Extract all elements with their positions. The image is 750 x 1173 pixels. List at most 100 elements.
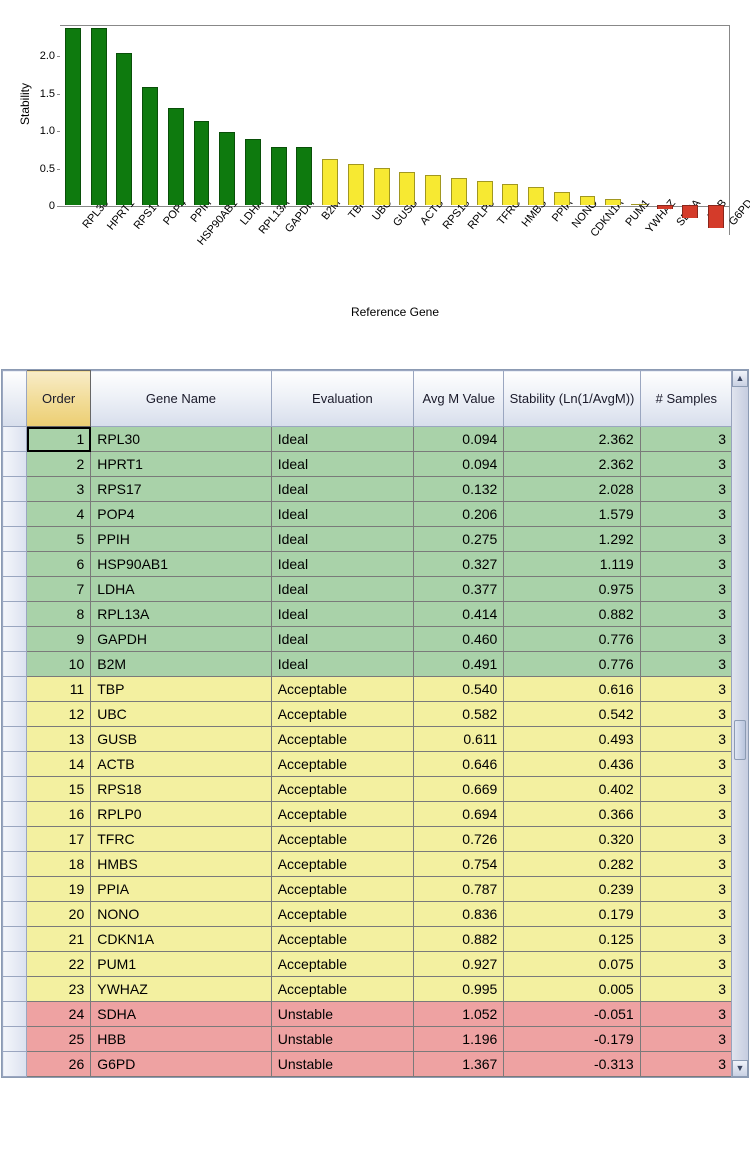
row-header-cell[interactable] bbox=[3, 477, 27, 502]
cell-stability[interactable]: 2.362 bbox=[504, 427, 640, 452]
row-header-cell[interactable] bbox=[3, 1027, 27, 1052]
cell-samples[interactable]: 3 bbox=[640, 527, 732, 552]
cell-avgm[interactable]: 0.377 bbox=[414, 577, 504, 602]
table-row[interactable]: 3RPS17Ideal0.1322.0283 bbox=[3, 477, 733, 502]
cell-eval[interactable]: Ideal bbox=[271, 552, 413, 577]
column-header-samples[interactable]: # Samples bbox=[640, 371, 732, 427]
cell-stability[interactable]: 0.776 bbox=[504, 652, 640, 677]
cell-samples[interactable]: 3 bbox=[640, 1002, 732, 1027]
cell-samples[interactable]: 3 bbox=[640, 627, 732, 652]
cell-order[interactable]: 11 bbox=[27, 677, 91, 702]
row-header-cell[interactable] bbox=[3, 852, 27, 877]
cell-gene[interactable]: G6PD bbox=[91, 1052, 271, 1077]
cell-gene[interactable]: YWHAZ bbox=[91, 977, 271, 1002]
cell-avgm[interactable]: 0.754 bbox=[414, 852, 504, 877]
cell-order[interactable]: 7 bbox=[27, 577, 91, 602]
scrollbar-thumb[interactable] bbox=[734, 720, 746, 760]
cell-gene[interactable]: PPIH bbox=[91, 527, 271, 552]
cell-gene[interactable]: HSP90AB1 bbox=[91, 552, 271, 577]
cell-avgm[interactable]: 0.460 bbox=[414, 627, 504, 652]
row-header-cell[interactable] bbox=[3, 452, 27, 477]
row-header-cell[interactable] bbox=[3, 752, 27, 777]
cell-avgm[interactable]: 0.927 bbox=[414, 952, 504, 977]
cell-samples[interactable]: 3 bbox=[640, 602, 732, 627]
cell-eval[interactable]: Acceptable bbox=[271, 952, 413, 977]
table-row[interactable]: 1RPL30Ideal0.0942.3623 bbox=[3, 427, 733, 452]
cell-avgm[interactable]: 1.052 bbox=[414, 1002, 504, 1027]
table-row[interactable]: 17TFRCAcceptable0.7260.3203 bbox=[3, 827, 733, 852]
table-row[interactable]: 21CDKN1AAcceptable0.8820.1253 bbox=[3, 927, 733, 952]
cell-samples[interactable]: 3 bbox=[640, 777, 732, 802]
cell-stability[interactable]: 2.028 bbox=[504, 477, 640, 502]
cell-gene[interactable]: ACTB bbox=[91, 752, 271, 777]
cell-samples[interactable]: 3 bbox=[640, 902, 732, 927]
scroll-up-arrow-icon[interactable]: ▲ bbox=[732, 370, 748, 387]
column-header-avgm[interactable]: Avg M Value bbox=[414, 371, 504, 427]
cell-stability[interactable]: -0.179 bbox=[504, 1027, 640, 1052]
cell-eval[interactable]: Ideal bbox=[271, 502, 413, 527]
cell-samples[interactable]: 3 bbox=[640, 852, 732, 877]
cell-samples[interactable]: 3 bbox=[640, 552, 732, 577]
cell-avgm[interactable]: 0.414 bbox=[414, 602, 504, 627]
cell-avgm[interactable]: 0.540 bbox=[414, 677, 504, 702]
cell-samples[interactable]: 3 bbox=[640, 952, 732, 977]
cell-stability[interactable]: 0.776 bbox=[504, 627, 640, 652]
cell-samples[interactable]: 3 bbox=[640, 502, 732, 527]
vertical-scrollbar[interactable]: ▲ ▼ bbox=[731, 370, 748, 1077]
cell-order[interactable]: 13 bbox=[27, 727, 91, 752]
cell-stability[interactable]: 1.579 bbox=[504, 502, 640, 527]
table-row[interactable]: 13GUSBAcceptable0.6110.4933 bbox=[3, 727, 733, 752]
cell-gene[interactable]: TBP bbox=[91, 677, 271, 702]
cell-order[interactable]: 9 bbox=[27, 627, 91, 652]
cell-avgm[interactable]: 0.882 bbox=[414, 927, 504, 952]
cell-order[interactable]: 20 bbox=[27, 902, 91, 927]
row-header-cell[interactable] bbox=[3, 602, 27, 627]
cell-order[interactable]: 24 bbox=[27, 1002, 91, 1027]
cell-avgm[interactable]: 0.094 bbox=[414, 427, 504, 452]
cell-order[interactable]: 15 bbox=[27, 777, 91, 802]
cell-samples[interactable]: 3 bbox=[640, 427, 732, 452]
row-header-cell[interactable] bbox=[3, 627, 27, 652]
cell-samples[interactable]: 3 bbox=[640, 452, 732, 477]
table-row[interactable]: 22PUM1Acceptable0.9270.0753 bbox=[3, 952, 733, 977]
cell-order[interactable]: 6 bbox=[27, 552, 91, 577]
cell-stability[interactable]: -0.051 bbox=[504, 1002, 640, 1027]
row-header-cell[interactable] bbox=[3, 577, 27, 602]
cell-stability[interactable]: 0.436 bbox=[504, 752, 640, 777]
table-row[interactable]: 20NONOAcceptable0.8360.1793 bbox=[3, 902, 733, 927]
cell-gene[interactable]: SDHA bbox=[91, 1002, 271, 1027]
cell-samples[interactable]: 3 bbox=[640, 652, 732, 677]
column-header-gene[interactable]: Gene Name bbox=[91, 371, 271, 427]
table-row[interactable]: 12UBCAcceptable0.5820.5423 bbox=[3, 702, 733, 727]
cell-stability[interactable]: -0.313 bbox=[504, 1052, 640, 1077]
cell-samples[interactable]: 3 bbox=[640, 802, 732, 827]
cell-avgm[interactable]: 0.726 bbox=[414, 827, 504, 852]
row-header-cell[interactable] bbox=[3, 802, 27, 827]
cell-eval[interactable]: Ideal bbox=[271, 602, 413, 627]
cell-eval[interactable]: Unstable bbox=[271, 1002, 413, 1027]
row-header-cell[interactable] bbox=[3, 727, 27, 752]
table-row[interactable]: 25HBBUnstable1.196-0.1793 bbox=[3, 1027, 733, 1052]
cell-eval[interactable]: Acceptable bbox=[271, 677, 413, 702]
cell-avgm[interactable]: 0.669 bbox=[414, 777, 504, 802]
cell-avgm[interactable]: 0.787 bbox=[414, 877, 504, 902]
cell-eval[interactable]: Acceptable bbox=[271, 827, 413, 852]
cell-order[interactable]: 5 bbox=[27, 527, 91, 552]
cell-gene[interactable]: RPS18 bbox=[91, 777, 271, 802]
cell-samples[interactable]: 3 bbox=[640, 727, 732, 752]
table-row[interactable]: 23YWHAZAcceptable0.9950.0053 bbox=[3, 977, 733, 1002]
cell-eval[interactable]: Unstable bbox=[271, 1027, 413, 1052]
reference-gene-table[interactable]: OrderGene NameEvaluationAvg M ValueStabi… bbox=[2, 370, 733, 1077]
cell-gene[interactable]: RPLP0 bbox=[91, 802, 271, 827]
cell-eval[interactable]: Ideal bbox=[271, 577, 413, 602]
row-header-cell[interactable] bbox=[3, 502, 27, 527]
table-row[interactable]: 8RPL13AIdeal0.4140.8823 bbox=[3, 602, 733, 627]
cell-avgm[interactable]: 1.367 bbox=[414, 1052, 504, 1077]
cell-stability[interactable]: 0.402 bbox=[504, 777, 640, 802]
cell-stability[interactable]: 0.282 bbox=[504, 852, 640, 877]
cell-order[interactable]: 25 bbox=[27, 1027, 91, 1052]
cell-order[interactable]: 3 bbox=[27, 477, 91, 502]
cell-samples[interactable]: 3 bbox=[640, 477, 732, 502]
column-header-stability[interactable]: Stability (Ln(1/AvgM)) bbox=[504, 371, 640, 427]
cell-stability[interactable]: 0.005 bbox=[504, 977, 640, 1002]
